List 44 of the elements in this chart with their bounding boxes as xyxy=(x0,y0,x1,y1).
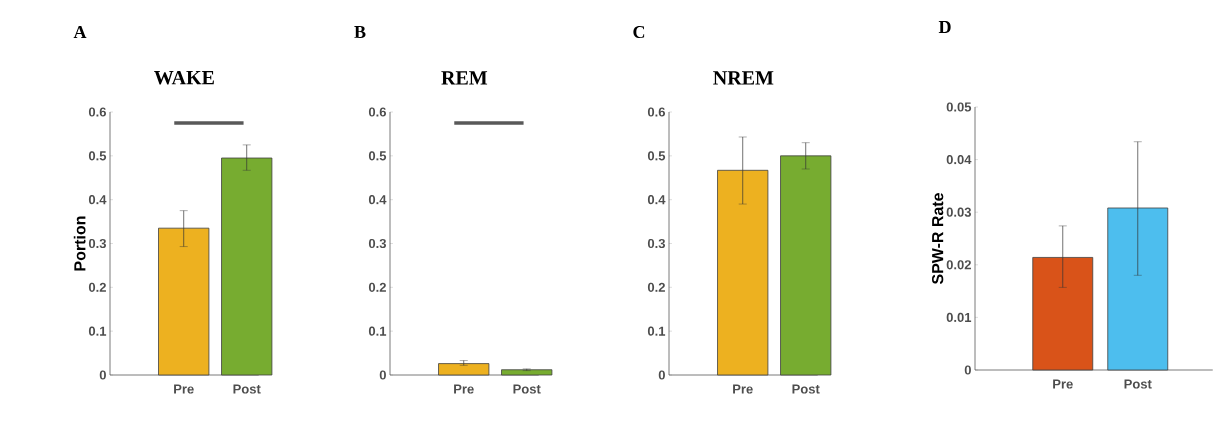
y-tick-label: 0 xyxy=(379,370,386,380)
y-tick-label: 0.6 xyxy=(88,107,106,117)
x-tick-label: Pre xyxy=(1053,379,1073,389)
y-tick-label: 0.1 xyxy=(88,326,107,336)
chart-title: REM xyxy=(441,71,488,85)
y-tick-label: 0.4 xyxy=(88,195,107,205)
y-tick-label: 0.3 xyxy=(88,238,106,249)
y-tick-label: 0.5 xyxy=(647,151,666,161)
x-tick-label: Pre xyxy=(733,384,753,394)
y-tick-label: 0.6 xyxy=(647,107,666,117)
y-axis-title: SPW-R Rate xyxy=(931,193,944,285)
y-tick-label: 0.2 xyxy=(88,282,106,292)
text: A xyxy=(73,26,87,38)
text: B xyxy=(354,26,366,38)
x-tick-label: Post xyxy=(233,384,261,394)
y-tick-label: 0.01 xyxy=(946,312,972,322)
y-tick-label: 0.3 xyxy=(647,238,666,249)
y-tick-label: 0 xyxy=(658,370,665,380)
y-tick-label: 0.4 xyxy=(647,195,666,205)
y-tick-label: 0.2 xyxy=(368,282,386,292)
x-tick-label: Post xyxy=(513,384,541,394)
text: C xyxy=(633,25,645,39)
y-tick-label: 0.04 xyxy=(946,155,972,165)
y-tick-label: 0.5 xyxy=(368,151,387,161)
y-tick-label: 0.3 xyxy=(368,238,386,249)
y-tick-label: 0 xyxy=(964,365,971,375)
chart-title: NREM xyxy=(713,71,774,85)
y-tick-label: 0.05 xyxy=(946,102,972,112)
y-tick-label: 0.6 xyxy=(368,107,386,117)
y-tick-label: 0 xyxy=(99,370,106,380)
y-tick-label: 0.4 xyxy=(368,195,387,205)
x-tick-label: Pre xyxy=(454,384,474,394)
y-tick-label: 0.02 xyxy=(946,260,971,270)
chart-title: WAKE xyxy=(154,70,214,85)
y-tick-label: 0.1 xyxy=(647,326,666,336)
y-tick-label: 0.5 xyxy=(88,151,107,161)
x-tick-label: Pre xyxy=(174,384,194,394)
y-tick-label: 0.2 xyxy=(647,282,665,292)
y-tick-label: 0.03 xyxy=(946,207,972,217)
x-tick-label: Post xyxy=(1124,379,1152,389)
y-axis-title: Portion xyxy=(73,216,86,271)
text: D xyxy=(938,21,951,33)
x-tick-label: Post xyxy=(792,384,820,394)
y-tick-label: 0.1 xyxy=(368,326,387,336)
